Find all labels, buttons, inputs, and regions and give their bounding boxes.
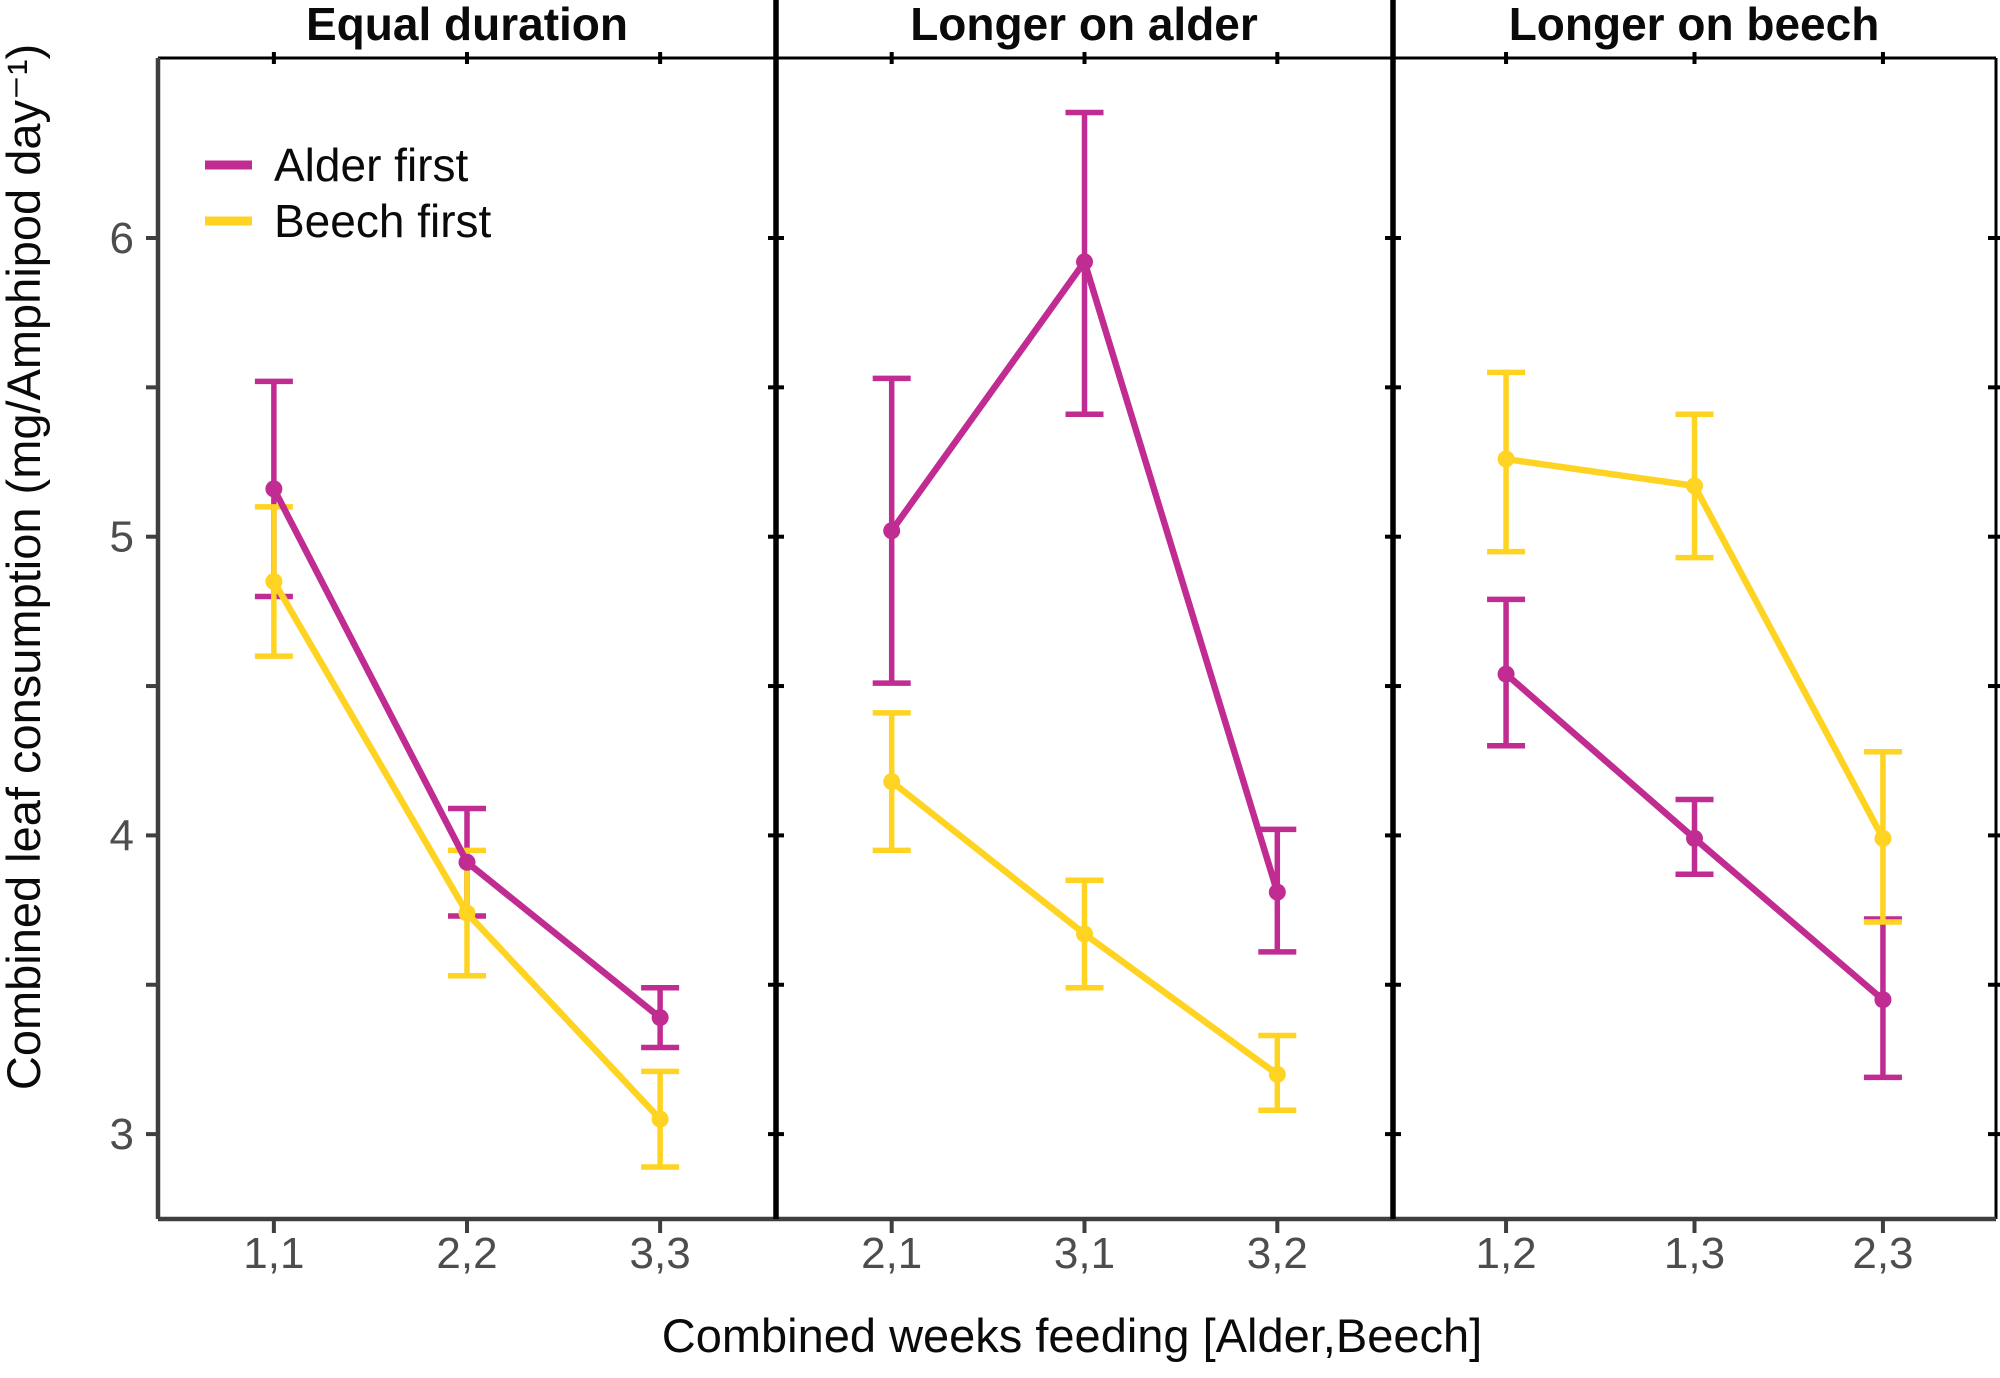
legend-label-alder-first: Alder first (274, 139, 468, 191)
chart-plot-area: 3 4 5 6 1,1 2,2 3,3 2,1 3,1 3,2 1,2 1,3 2,3 (110, 0, 2000, 1278)
x-tick-label: 2,1 (861, 1229, 922, 1278)
data-point-beech-first (265, 573, 283, 591)
x-tick-label: 3,3 (630, 1229, 691, 1278)
data-point-beech-first (1076, 925, 1093, 943)
data-point-beech-first (1268, 1065, 1286, 1083)
data-point-alder-first (883, 522, 901, 540)
y-axis-title: Combined leaf consumption (mg/Amphipod d… (0, 44, 50, 1090)
panel-title-equal-duration: Equal duration (306, 0, 628, 50)
y-tick-label: 5 (110, 513, 134, 562)
y-tick-label: 3 (110, 1110, 134, 1159)
x-axis-title: Combined weeks feeding [Alder,Beech] (662, 1309, 1482, 1362)
x-tick-label: 1,3 (1664, 1229, 1725, 1278)
panel-title-longer-on-alder: Longer on alder (910, 0, 1258, 50)
data-point-alder-first (1268, 883, 1286, 901)
data-point-alder-first (458, 853, 476, 871)
legend-label-beech-first: Beech first (274, 195, 492, 247)
x-tick-label: 2,3 (1852, 1229, 1913, 1278)
x-tick-label: 2,2 (436, 1229, 497, 1278)
data-point-alder-first (1686, 829, 1703, 847)
x-tick-label: 3,1 (1054, 1229, 1115, 1278)
data-point-beech-first (1497, 450, 1515, 468)
data-point-alder-first (1076, 253, 1093, 271)
data-point-alder-first (1874, 991, 1892, 1009)
x-tick-label: 1,1 (243, 1229, 304, 1278)
data-point-beech-first (883, 773, 901, 791)
legend: Alder first Beech first (205, 139, 492, 247)
data-point-beech-first (1686, 477, 1703, 495)
x-tick-label: 3,2 (1247, 1229, 1308, 1278)
data-point-alder-first (651, 1009, 669, 1027)
data-point-alder-first (265, 480, 283, 498)
data-point-alder-first (1497, 665, 1515, 683)
y-tick-label: 6 (110, 214, 134, 263)
x-tick-label: 1,2 (1475, 1229, 1536, 1278)
y-tick-label: 4 (110, 811, 134, 860)
panel-title-longer-on-beech: Longer on beech (1509, 0, 1880, 50)
data-point-beech-first (651, 1110, 669, 1128)
data-point-beech-first (1874, 829, 1892, 847)
data-point-beech-first (458, 904, 476, 922)
